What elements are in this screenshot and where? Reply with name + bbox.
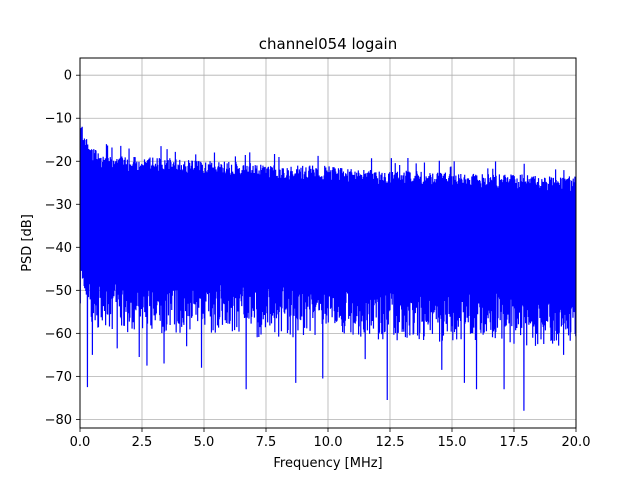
y-axis-label: PSD [dB]: [20, 214, 35, 272]
y-tick-label: −10: [45, 112, 72, 127]
x-axis: 0.0 2.5 5.0 7.5 10.0 12.5 15.0 17.5 20.0: [70, 428, 591, 450]
y-tick-label: −60: [45, 327, 72, 342]
y-tick-label: −40: [45, 241, 72, 256]
x-tick-label: 5.0: [194, 435, 215, 450]
x-tick-label: 0.0: [70, 435, 91, 450]
x-tick-label: 20.0: [562, 435, 591, 450]
psd-series-line: [80, 118, 576, 411]
chart-title: channel054 logain: [259, 35, 398, 53]
y-tick-label: −50: [45, 284, 72, 299]
x-tick-label: 2.5: [132, 435, 153, 450]
x-tick-label: 10.0: [314, 435, 343, 450]
y-tick-label: −70: [45, 370, 72, 385]
x-tick-label: 12.5: [376, 435, 405, 450]
y-tick-label: −30: [45, 198, 72, 213]
y-axis: 0 −10 −20 −30 −40 −50 −60 −70 −80: [45, 69, 80, 428]
y-tick-label: −20: [45, 155, 72, 170]
y-tick-label: −80: [45, 413, 72, 428]
x-axis-label: Frequency [MHz]: [273, 456, 382, 471]
series-layer: [80, 118, 576, 411]
y-tick-label: 0: [64, 69, 72, 84]
x-tick-label: 7.5: [256, 435, 277, 450]
x-tick-label: 17.5: [500, 435, 529, 450]
x-tick-label: 15.0: [438, 435, 467, 450]
